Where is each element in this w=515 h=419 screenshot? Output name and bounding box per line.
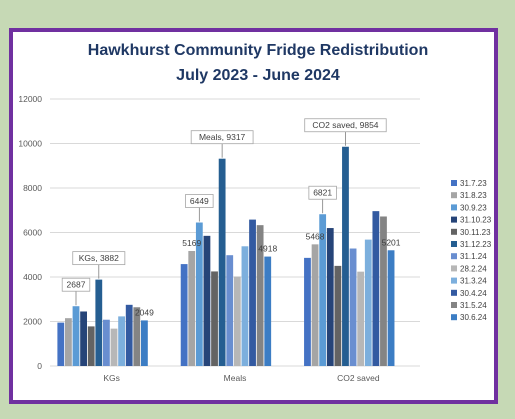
data-label: CO2 saved, 9854 bbox=[312, 120, 378, 130]
legend-label: 31.5.24 bbox=[460, 301, 487, 310]
bar bbox=[141, 320, 148, 366]
legend-label: 31.7.23 bbox=[460, 179, 487, 188]
bar bbox=[57, 322, 65, 366]
chart-title-line-2: July 2023 - June 2024 bbox=[176, 67, 340, 84]
data-label: 2049 bbox=[135, 307, 154, 317]
legend: 31.7.23 31.8.23 30.9.23 31.10.23 30.11.23 31.… bbox=[451, 179, 492, 322]
bar bbox=[203, 235, 211, 366]
bar bbox=[249, 219, 256, 366]
bar bbox=[264, 256, 272, 366]
data-label-box bbox=[308, 185, 337, 200]
legend-label: 31.8.23 bbox=[460, 191, 487, 200]
legend-swatch bbox=[451, 253, 457, 260]
bar bbox=[180, 264, 188, 366]
bar bbox=[319, 214, 327, 366]
legend-swatch bbox=[451, 204, 457, 211]
legend-swatch bbox=[451, 277, 457, 284]
y-tick-label: 6000 bbox=[23, 228, 42, 238]
data-label: 4918 bbox=[258, 244, 277, 254]
bar bbox=[195, 222, 203, 366]
y-tick-label: 4000 bbox=[23, 272, 42, 282]
legend-swatch bbox=[451, 241, 457, 247]
data-label-box bbox=[304, 118, 387, 133]
bar bbox=[95, 279, 103, 366]
category-label: KGs bbox=[103, 373, 120, 383]
data-label-box bbox=[61, 277, 91, 292]
legend-label: 31.1.24 bbox=[460, 252, 487, 261]
chart-title-line-1: Hawkhurst Community Fridge Redistributio… bbox=[88, 42, 428, 59]
bar bbox=[118, 316, 125, 366]
legend-swatch bbox=[451, 289, 457, 296]
bar bbox=[334, 265, 342, 366]
legend-swatch bbox=[451, 314, 457, 321]
bar bbox=[241, 246, 249, 366]
y-tick-label: 10000 bbox=[18, 139, 42, 149]
legend-label: 30.11.23 bbox=[460, 228, 491, 237]
y-tick-label: 8000 bbox=[23, 183, 42, 193]
bar bbox=[226, 255, 234, 366]
data-label-box bbox=[72, 251, 126, 266]
legend-label: 30.6.24 bbox=[460, 313, 487, 322]
legend-swatch bbox=[451, 192, 457, 199]
y-tick-label: 0 bbox=[37, 361, 42, 371]
legend-swatch bbox=[451, 265, 457, 272]
data-label-box bbox=[185, 194, 214, 208]
bar bbox=[380, 216, 387, 366]
bar bbox=[72, 306, 80, 366]
bar bbox=[87, 326, 95, 366]
bar bbox=[326, 228, 334, 366]
bar bbox=[133, 307, 141, 366]
legend-swatch bbox=[451, 216, 457, 223]
bars bbox=[57, 146, 395, 366]
bar bbox=[211, 271, 218, 366]
data-label: 5468 bbox=[306, 231, 325, 241]
bar bbox=[233, 276, 241, 366]
bar bbox=[188, 250, 196, 366]
bar bbox=[342, 146, 349, 366]
bar bbox=[311, 244, 319, 366]
bar bbox=[357, 271, 365, 366]
legend-label: 31.12.23 bbox=[460, 240, 492, 249]
legend-swatch bbox=[451, 228, 457, 235]
legend-label: 30.9.23 bbox=[460, 203, 487, 212]
category-label: Meals bbox=[224, 373, 247, 383]
bar bbox=[364, 239, 372, 366]
bar bbox=[65, 318, 72, 366]
data-label: 2687 bbox=[67, 280, 86, 290]
bar bbox=[103, 319, 110, 366]
bar bbox=[387, 250, 395, 366]
legend-label: 30.4.24 bbox=[460, 289, 487, 298]
category-label: CO2 saved bbox=[337, 373, 380, 383]
bar bbox=[125, 304, 133, 366]
y-axis-ticks: 0 2000 4000 6000 8000 10000 12000 bbox=[18, 94, 42, 371]
legend-swatch bbox=[451, 180, 457, 186]
bar bbox=[80, 311, 87, 366]
bar bbox=[372, 211, 380, 366]
y-tick-label: 2000 bbox=[23, 317, 42, 327]
bar bbox=[349, 248, 357, 366]
data-label: KGs, 3882 bbox=[79, 253, 119, 263]
bar bbox=[256, 225, 264, 366]
legend-label: 28.2.24 bbox=[460, 264, 487, 273]
bar bbox=[304, 257, 311, 366]
legend-label: 31.10.23 bbox=[460, 216, 492, 225]
data-label: 6449 bbox=[190, 196, 209, 206]
data-label: 6821 bbox=[313, 188, 332, 198]
legend-swatch bbox=[451, 302, 457, 308]
data-label: 5169 bbox=[182, 238, 201, 248]
y-tick-label: 12000 bbox=[18, 94, 42, 104]
bar bbox=[110, 328, 118, 366]
data-label: Meals, 9317 bbox=[199, 132, 246, 142]
data-label-box bbox=[190, 130, 254, 145]
legend-label: 31.3.24 bbox=[460, 277, 487, 286]
bar bbox=[218, 158, 226, 366]
x-axis-categories: KGs Meals CO2 saved bbox=[103, 373, 379, 383]
data-label: 5201 bbox=[382, 237, 401, 247]
data-labels: 2687 KGs, 3882 2049 5169 6449 Meals, 9317 4918… bbox=[61, 118, 401, 317]
